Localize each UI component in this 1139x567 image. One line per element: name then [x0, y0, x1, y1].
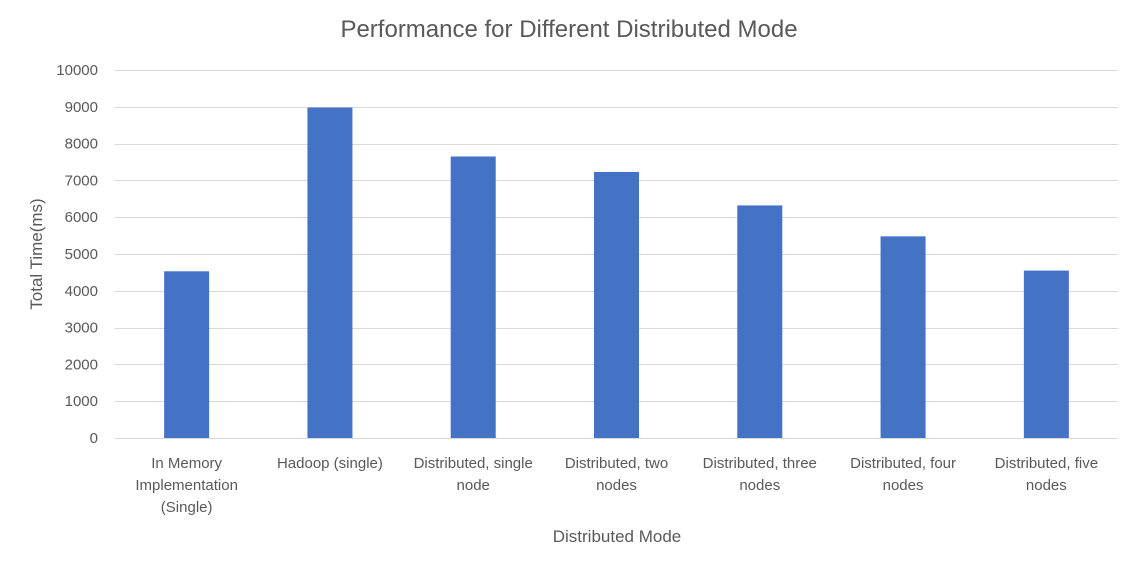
bar	[164, 271, 210, 438]
y-tick-label: 3000	[65, 320, 98, 337]
y-tick-label: 4000	[65, 283, 98, 300]
y-axis-title: Total Time(ms)	[27, 198, 46, 309]
y-axis-ticks: 0 1000 2000 3000 4000 5000 6000 7000 8000 9000 100…	[56, 62, 98, 447]
x-axis-categories: In Memory Implementation (Single) Hadoop (s…	[135, 455, 1098, 516]
chart-title: Performance for Different Distributed Mo…	[340, 16, 797, 43]
y-tick-label: 0	[90, 430, 98, 447]
y-tick-label: 7000	[65, 172, 98, 189]
x-category-label: Distributed, three nodes	[703, 455, 817, 494]
bar	[737, 205, 783, 438]
y-tick-label: 8000	[65, 136, 98, 153]
bar	[880, 236, 926, 438]
x-category-label: Distributed, five nodes	[995, 455, 1098, 494]
bars	[164, 107, 1069, 439]
y-tick-label: 2000	[65, 356, 98, 373]
bar	[307, 107, 353, 438]
x-category-label: Hadoop (single)	[277, 455, 383, 472]
y-tick-label: 1000	[65, 393, 98, 410]
y-tick-label: 10000	[56, 62, 98, 79]
x-category-label: Distributed, two nodes	[565, 455, 668, 494]
x-category-label: Distributed, single node	[414, 455, 533, 494]
bar	[1023, 270, 1069, 438]
y-tick-label: 9000	[65, 99, 98, 116]
y-tick-label: 6000	[65, 209, 98, 226]
x-category-label: In Memory Implementation (Single)	[135, 455, 238, 516]
x-category-label: Distributed, four nodes	[850, 455, 956, 494]
bar	[450, 156, 496, 439]
y-tick-label: 5000	[65, 246, 98, 263]
x-axis-title: Distributed Mode	[553, 527, 682, 546]
bar	[594, 171, 639, 438]
